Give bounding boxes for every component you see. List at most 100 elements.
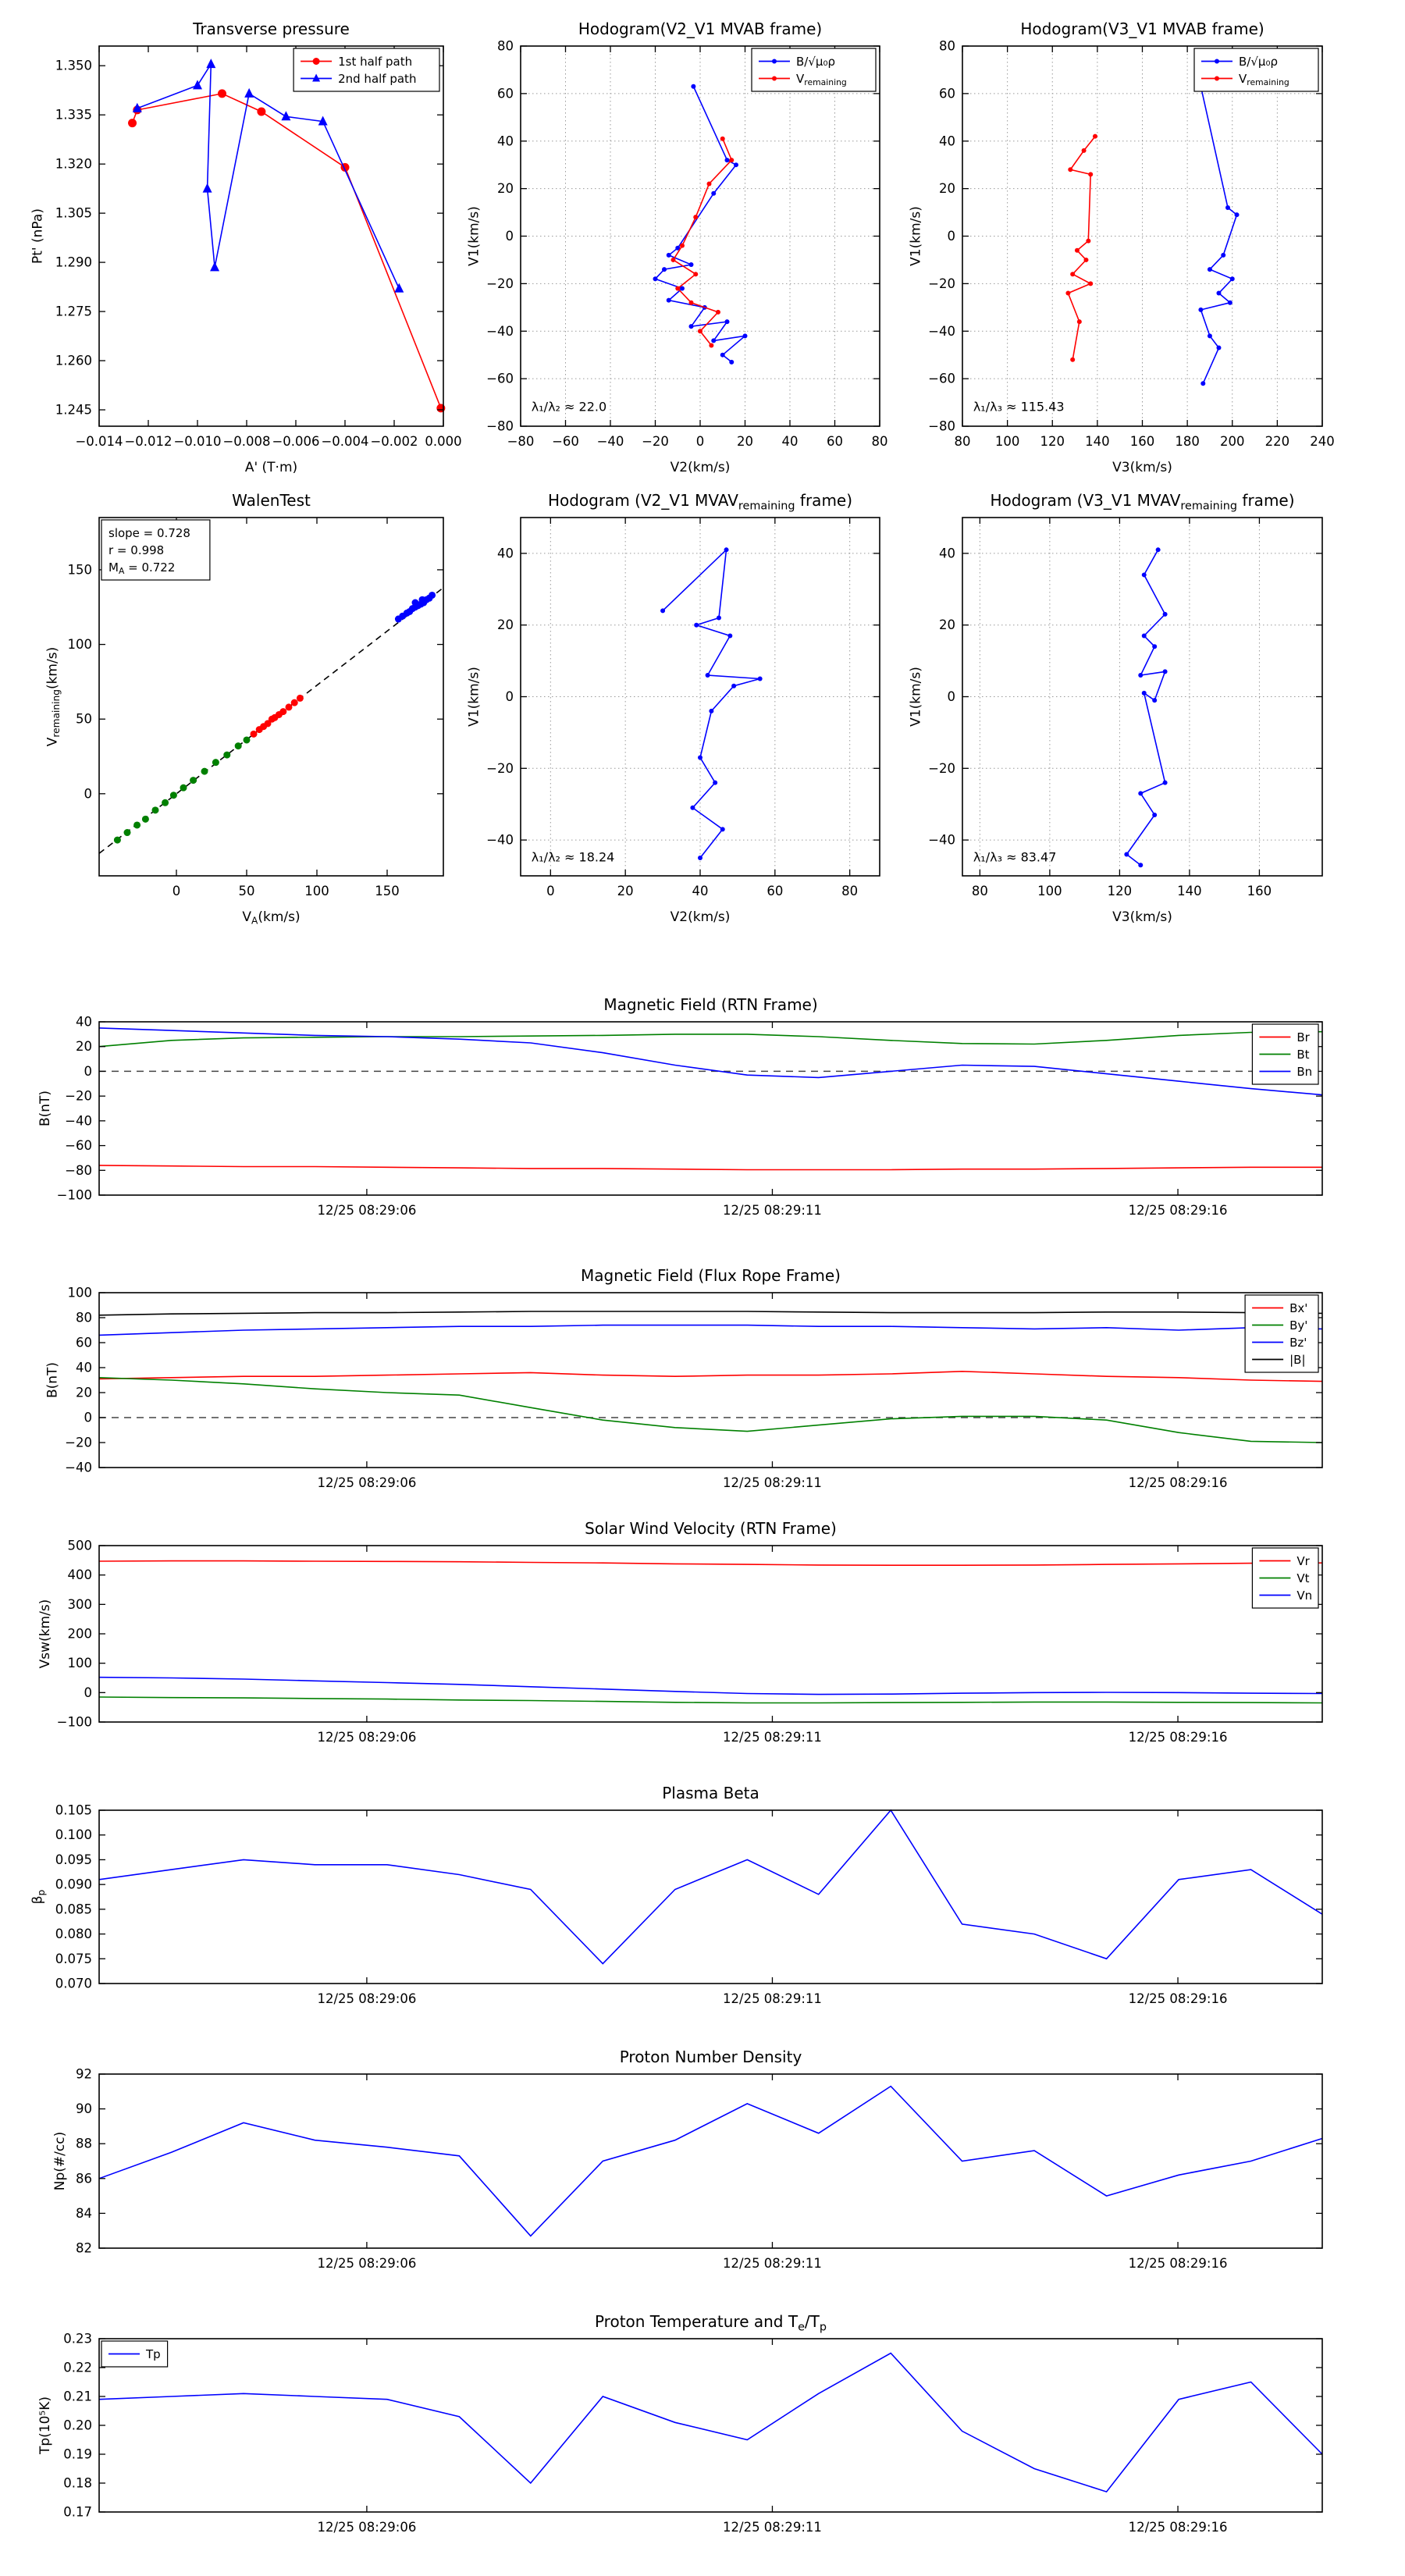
point-marker — [711, 190, 717, 196]
point-marker — [720, 136, 725, 141]
point-marker — [729, 359, 735, 365]
chart-title: Hodogram (V2_V1 MVAVremaining frame) — [548, 491, 852, 512]
y-tick-label: 100 — [68, 1656, 93, 1670]
x-tick-label: 220 — [1265, 434, 1290, 449]
y-tick-label: 0.080 — [55, 1927, 92, 1941]
point-marker — [1215, 76, 1219, 81]
point-marker — [201, 767, 208, 775]
point-marker — [162, 799, 169, 806]
point-marker — [312, 58, 320, 65]
plot-area — [99, 1546, 1322, 1722]
legend-label: By' — [1289, 1318, 1307, 1332]
point-marker — [1216, 290, 1222, 296]
point-marker — [1070, 357, 1076, 362]
x-tick-label: 80 — [841, 884, 858, 898]
legend: Tp — [101, 2340, 169, 2368]
series-br — [98, 1165, 1322, 1171]
annotation: λ₁/λ₃ ≈ 83.47 — [973, 850, 1057, 865]
plot-area — [99, 2339, 1322, 2512]
y-tick-label: 0 — [506, 229, 514, 244]
x-tick-label: −0.012 — [124, 434, 172, 449]
axes-frame — [98, 517, 444, 877]
series-v-remaining — [1065, 133, 1097, 362]
point-marker — [1124, 852, 1129, 857]
y-tick-label: 0.090 — [55, 1877, 92, 1892]
point-marker — [727, 633, 733, 639]
y-axis-label: V1(km/s) — [467, 667, 482, 727]
chart-title: Proton Temperature and Te/Tp — [595, 2312, 827, 2333]
point-marker — [742, 333, 748, 339]
y-tick-label: 0.075 — [55, 1952, 92, 1966]
x-tick-label: 60 — [767, 884, 783, 898]
chart-title: Solar Wind Velocity (RTN Frame) — [585, 1519, 837, 1538]
y-tick-label: 0.105 — [55, 1803, 92, 1818]
point-marker — [279, 708, 287, 716]
point-marker — [234, 742, 242, 750]
y-tick-label: 80 — [939, 39, 955, 54]
point-marker — [720, 352, 725, 358]
series-line — [98, 1311, 1323, 1316]
point-marker — [693, 272, 699, 277]
point-marker — [772, 76, 777, 81]
series-b — [98, 1311, 1323, 1316]
y-tick-label: 1.290 — [55, 255, 92, 270]
point-marker — [670, 257, 676, 262]
x-tick-label: 40 — [692, 884, 709, 898]
axes-frame — [98, 45, 444, 427]
chart-title: Magnetic Field (RTN Frame) — [603, 995, 817, 1014]
chart-hodogram-v2v1-mvav: 0 20 40 60 80 −40 −20 0 20 40 Hodogram (V2_V1 MVAV… — [467, 491, 880, 925]
x-tick-label: −0.004 — [321, 434, 368, 449]
x-tick-label: 12/25 08:29:11 — [723, 2520, 822, 2535]
series-line — [98, 1696, 1323, 1704]
axes-ticks: 12/25 08:29:06 12/25 08:29:11 12/25 08:29:… — [63, 2332, 1322, 2535]
point-marker — [675, 286, 681, 291]
series-vt — [98, 1696, 1323, 1704]
series-line — [98, 1165, 1322, 1171]
chart-title: WalenTest — [232, 491, 311, 510]
legend: B/√μ₀ρ Vremaining — [751, 48, 877, 92]
series-line — [662, 548, 760, 859]
y-tick-label: 0.100 — [55, 1827, 92, 1842]
y-tick-label: 20 — [939, 617, 955, 632]
axes-frame — [98, 1292, 1323, 1468]
series-tp — [98, 2352, 1323, 2493]
y-tick-label: 1.335 — [55, 108, 92, 123]
point-marker — [666, 252, 671, 258]
point-marker — [688, 300, 694, 305]
point-marker — [705, 672, 710, 678]
x-tick-label: 120 — [1108, 884, 1133, 898]
chart-title: Hodogram(V3_V1 MVAB frame) — [1020, 20, 1264, 38]
x-tick-label: 0.000 — [425, 434, 461, 449]
point-marker — [660, 608, 666, 614]
y-tick-label: 40 — [76, 1361, 92, 1375]
y-tick-label: −100 — [57, 1715, 92, 1730]
y-tick-label: 0 — [506, 689, 514, 704]
legend-label: Bn — [1297, 1065, 1312, 1079]
plot-area — [99, 46, 443, 426]
series-line — [98, 1324, 1323, 1336]
point-marker — [212, 759, 219, 767]
y-tick-label: 1.350 — [55, 59, 92, 73]
point-marker — [1068, 167, 1073, 173]
y-tick-label: 0 — [948, 229, 956, 244]
series-line — [98, 1027, 1323, 1096]
y-tick-label: 100 — [68, 637, 93, 652]
x-tick-label: 12/25 08:29:16 — [1129, 1475, 1228, 1490]
series-segment-1 — [113, 736, 251, 844]
axes-ticks: −80 −60 −40 −20 0 20 40 60 80 −80 −60 −40 −20 0 20 40 60… — [486, 39, 887, 450]
point-marker — [688, 262, 694, 268]
axes-ticks: 0 20 40 60 80 −40 −20 0 20 40 — [486, 518, 880, 898]
y-tick-label: −40 — [65, 1461, 92, 1475]
y-tick-label: 40 — [497, 546, 514, 560]
series-line — [1126, 549, 1166, 866]
y-tick-label: 500 — [68, 1539, 93, 1553]
y-tick-label: −40 — [928, 324, 955, 339]
x-tick-label: 160 — [1130, 434, 1155, 449]
point-marker — [223, 751, 231, 759]
x-axis-label: V2(km/s) — [670, 909, 731, 925]
legend-label: Vr — [1297, 1554, 1310, 1568]
chart-plasma-beta: 12/25 08:29:06 12/25 08:29:11 12/25 08:29:… — [30, 1784, 1323, 2006]
x-tick-label: 20 — [737, 434, 753, 449]
series-fit-line — [98, 587, 444, 854]
